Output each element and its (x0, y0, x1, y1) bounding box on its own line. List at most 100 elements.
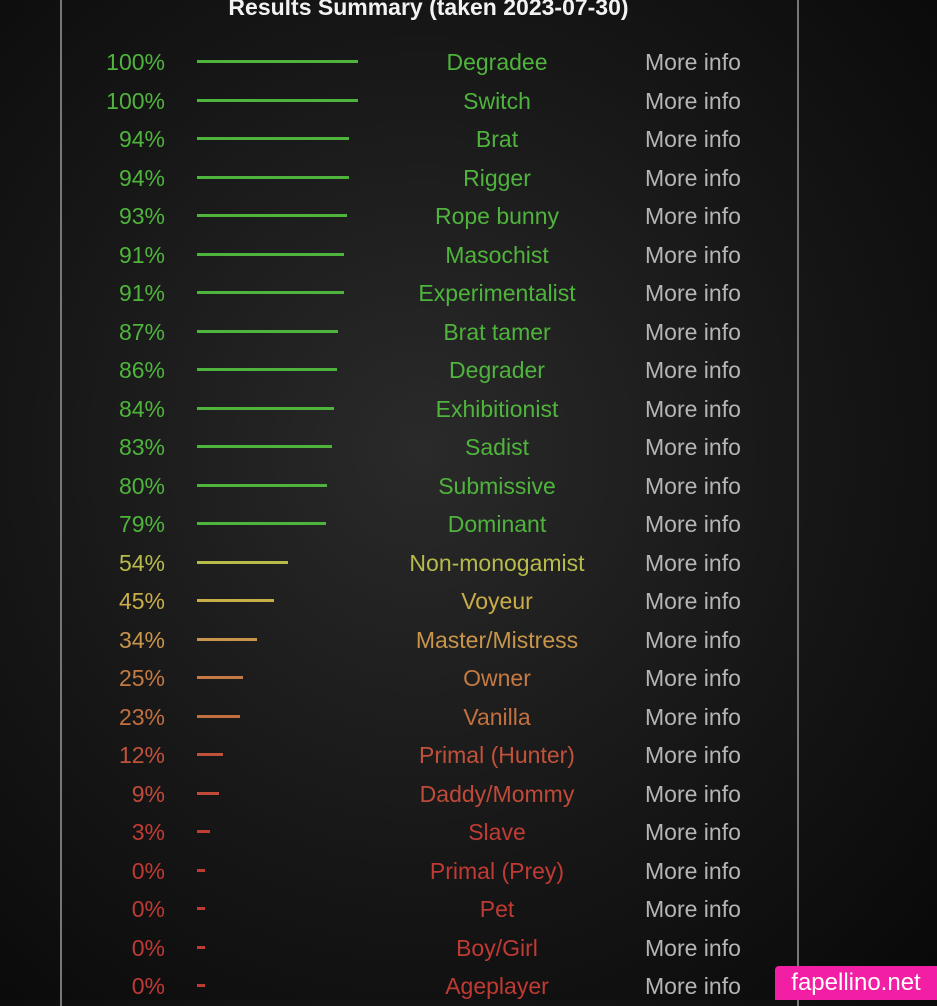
more-info-link[interactable]: More info (645, 164, 741, 191)
result-name: Switch (463, 87, 531, 114)
result-name: Degrader (449, 357, 545, 383)
more-info-link[interactable]: More info (645, 126, 741, 152)
result-percent: 25% (118, 665, 165, 691)
result-name: Daddy/Mommy (419, 780, 575, 807)
result-row: 93% Rope bunny More info (0, 197, 937, 235)
result-bar (197, 406, 334, 410)
result-bar (197, 252, 345, 256)
result-row: 54% Non-monogamist More info (0, 544, 937, 582)
result-row: 45% Voyeur More info (0, 582, 937, 620)
result-row: 100% Degradee More info (0, 43, 937, 81)
result-percent: 86% (118, 357, 165, 383)
more-info-link[interactable]: More info (645, 472, 741, 499)
result-percent: 0% (131, 973, 165, 999)
result-bar (197, 676, 244, 679)
result-name: Voyeur (461, 588, 533, 614)
result-row: 12% Primal (Hunter) More info (0, 736, 937, 774)
result-name: Pet (479, 896, 515, 922)
result-percent: 34% (118, 626, 165, 653)
result-row: 9% Daddy/Mommy More info (0, 775, 937, 813)
more-info-link[interactable]: More info (645, 434, 741, 460)
result-name: Brat tamer (443, 318, 551, 345)
more-info-link[interactable]: More info (645, 203, 741, 229)
result-name: Rigger (463, 164, 531, 191)
result-name: Sadist (465, 434, 529, 460)
results-title: Results Summary (taken 2023-07-30) (228, 0, 629, 20)
result-percent: 54% (118, 549, 165, 576)
result-name: Primal (Hunter) (419, 742, 575, 768)
result-row: 23% Vanilla More info (0, 698, 937, 736)
result-bar (197, 522, 326, 525)
watermark: fapellino.net (775, 966, 937, 1000)
more-info-link[interactable]: More info (645, 857, 741, 884)
result-name: Experimentalist (418, 280, 576, 306)
more-info-link[interactable]: More info (645, 896, 741, 922)
result-bar (197, 907, 205, 910)
result-row: 94% Brat More info (0, 120, 937, 158)
more-info-link[interactable]: More info (645, 280, 741, 306)
result-name: Degradee (446, 49, 548, 75)
result-bar (197, 560, 288, 564)
result-name: Owner (463, 665, 531, 691)
more-info-link[interactable]: More info (645, 780, 741, 807)
more-info-link[interactable]: More info (645, 665, 741, 691)
more-info-link[interactable]: More info (645, 934, 741, 961)
result-percent: 100% (106, 87, 165, 114)
more-info-link[interactable]: More info (645, 819, 741, 845)
more-info-link[interactable]: More info (645, 588, 741, 614)
result-bar (197, 599, 274, 602)
more-info-link[interactable]: More info (645, 703, 741, 730)
result-percent: 91% (118, 280, 165, 306)
result-percent: 3% (131, 819, 165, 845)
result-row: 86% Degrader More info (0, 351, 937, 389)
more-info-link[interactable]: More info (645, 511, 741, 537)
result-percent: 12% (118, 742, 165, 768)
result-name: Boy/Girl (456, 934, 538, 961)
more-info-link[interactable]: More info (645, 49, 741, 75)
more-info-link[interactable]: More info (645, 241, 741, 268)
more-info-link[interactable]: More info (645, 357, 741, 383)
result-row: 0% Ageplayer More info (0, 967, 937, 1005)
results-frame (60, 0, 799, 1006)
result-row: 91% Experimentalist More info (0, 274, 937, 312)
result-name: Dominant (447, 511, 547, 537)
result-row: 0% Boy/Girl More info (0, 929, 937, 967)
result-bar (197, 214, 348, 217)
more-info-link[interactable]: More info (645, 549, 741, 576)
result-percent: 93% (118, 203, 165, 229)
result-percent: 0% (131, 896, 165, 922)
result-bar (197, 60, 358, 63)
result-row: 25% Owner More info (0, 659, 937, 697)
result-bar (197, 368, 337, 371)
result-bar (197, 984, 205, 987)
result-percent: 79% (118, 511, 165, 537)
result-name: Master/Mistress (415, 626, 579, 653)
more-info-link[interactable]: More info (645, 395, 741, 422)
result-name: Rope bunny (434, 203, 560, 229)
result-bar (197, 945, 205, 949)
result-row: 91% Masochist More info (0, 236, 937, 274)
result-name: Exhibitionist (435, 395, 559, 422)
more-info-link[interactable]: More info (645, 742, 741, 768)
result-percent: 9% (131, 780, 165, 807)
result-row: 84% Exhibitionist More info (0, 390, 937, 428)
more-info-link[interactable]: More info (645, 87, 741, 114)
result-bar (197, 637, 258, 641)
more-info-link[interactable]: More info (645, 318, 741, 345)
more-info-link[interactable]: More info (645, 973, 741, 999)
result-name: Submissive (438, 472, 556, 499)
result-percent: 100% (106, 49, 165, 75)
result-bar (197, 291, 345, 294)
result-percent: 91% (118, 241, 165, 268)
result-row: 80% Submissive More info (0, 467, 937, 505)
result-percent: 0% (131, 934, 165, 961)
result-row: 83% Sadist More info (0, 428, 937, 466)
result-row: 79% Dominant More info (0, 505, 937, 543)
result-row: 0% Primal (Prey) More info (0, 852, 937, 890)
result-name: Vanilla (463, 703, 531, 730)
result-name: Slave (468, 819, 526, 845)
result-row: 100% Switch More info (0, 82, 937, 120)
result-percent: 84% (118, 395, 165, 422)
more-info-link[interactable]: More info (645, 626, 741, 653)
